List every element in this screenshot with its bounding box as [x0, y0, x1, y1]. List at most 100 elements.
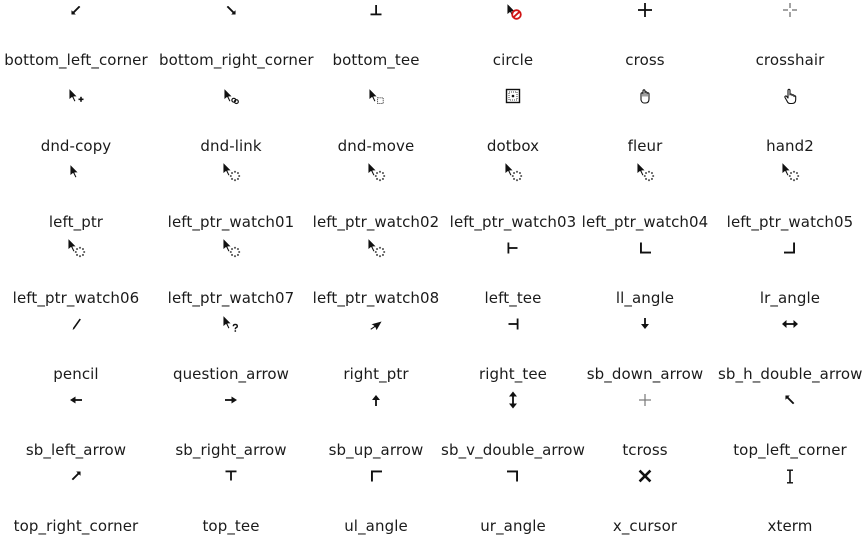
- x-cursor-icon: [633, 464, 657, 488]
- cursor-name-label: top_right_corner: [13, 517, 139, 535]
- cursor-tile: dnd-copy: [4, 84, 148, 160]
- cursor-name-label: dnd-link: [200, 137, 262, 155]
- cursor-tile: top_tee: [159, 464, 303, 540]
- cursor-tile: x_cursor: [573, 464, 717, 540]
- cursor-tile: hand2: [718, 84, 862, 160]
- cursor-tile: circle: [441, 0, 585, 74]
- cross-cursor-icon: [633, 0, 657, 22]
- cursor-tile: left_ptr_watch02: [304, 160, 448, 236]
- cursor-name-label: left_ptr_watch05: [726, 213, 854, 231]
- sb-v-double-arrow-cursor-icon: [501, 388, 525, 412]
- dotbox-cursor-icon: [501, 84, 525, 108]
- cursor-tile: crosshair: [718, 0, 862, 74]
- cursor-name-label: left_ptr_watch02: [312, 213, 440, 231]
- cursor-name-label: top_left_corner: [733, 441, 847, 459]
- cursor-name-label: left_ptr_watch06: [12, 289, 140, 307]
- cursor-name-label: left_ptr_watch04: [581, 213, 709, 231]
- cursor-tile: top_right_corner: [4, 464, 148, 540]
- sb-up-arrow-cursor-icon: [364, 388, 388, 412]
- cursor-tile: left_tee: [441, 236, 585, 312]
- cursor-name-label: bottom_tee: [332, 51, 420, 69]
- cursor-tile: question_arrow: [159, 312, 303, 388]
- cursor-name-label: lr_angle: [759, 289, 821, 307]
- cursor-tile: sb_up_arrow: [304, 388, 448, 464]
- lr-angle-cursor-icon: [778, 236, 802, 260]
- cursor-name-label: ul_angle: [344, 517, 408, 535]
- sb-h-double-arrow-cursor-icon: [778, 312, 802, 336]
- cursor-name-label: crosshair: [755, 51, 825, 69]
- cursor-tile: sb_right_arrow: [159, 388, 303, 464]
- sb-down-arrow-cursor-icon: [633, 312, 657, 336]
- cursor-name-label: top_tee: [202, 517, 260, 535]
- cursor-tile: left_ptr_watch01: [159, 160, 303, 236]
- cursor-name-label: sb_down_arrow: [586, 365, 704, 383]
- cursor-tile: left_ptr_watch07: [159, 236, 303, 312]
- cursor-name-label: question_arrow: [172, 365, 290, 383]
- cursor-name-label: fleur: [627, 137, 663, 155]
- cursor-tile: left_ptr_watch04: [573, 160, 717, 236]
- cursor-tile: dnd-link: [159, 84, 303, 160]
- left-ptr-watch-cursor-icon: [219, 236, 243, 260]
- top-tee-cursor-icon: [219, 464, 243, 488]
- left-ptr-cursor-icon: [64, 160, 88, 184]
- cursor-name-label: left_tee: [484, 289, 542, 307]
- top-left-corner-cursor-icon: [778, 388, 802, 412]
- cursor-name-label: left_ptr_watch01: [167, 213, 295, 231]
- crosshair-cursor-icon: [778, 0, 802, 22]
- cursor-name-label: bottom_left_corner: [4, 51, 148, 69]
- right-ptr-cursor-icon: [364, 312, 388, 336]
- top-right-corner-cursor-icon: [64, 464, 88, 488]
- cursor-name-label: sb_up_arrow: [328, 441, 424, 459]
- cursor-tile: pencil: [4, 312, 148, 388]
- cursor-name-label: tcross: [622, 441, 668, 459]
- fleur-hand-cursor-icon: [633, 84, 657, 108]
- cursor-name-label: sb_h_double_arrow: [718, 365, 863, 383]
- cursor-tile: bottom_tee: [304, 0, 448, 74]
- cursor-name-label: left_ptr_watch03: [449, 213, 577, 231]
- left-ptr-watch-cursor-icon: [64, 236, 88, 260]
- cursor-tile: lr_angle: [718, 236, 862, 312]
- cursor-name-label: hand2: [766, 137, 814, 155]
- cursor-tile: sb_down_arrow: [573, 312, 717, 388]
- cursor-tile: left_ptr_watch06: [4, 236, 148, 312]
- cursor-name-label: left_ptr_watch07: [167, 289, 295, 307]
- cursor-tile: fleur: [573, 84, 717, 160]
- cursor-tile: dotbox: [441, 84, 585, 160]
- cursor-tile: left_ptr: [4, 160, 148, 236]
- cursor-tile: cross: [573, 0, 717, 74]
- bottom-tee-cursor-icon: [364, 0, 388, 22]
- cursor-name-label: left_ptr: [48, 213, 104, 231]
- question-arrow-cursor-icon: [219, 312, 243, 336]
- cursor-tile: bottom_right_corner: [159, 0, 314, 74]
- cursor-name-label: left_ptr_watch08: [312, 289, 440, 307]
- cursor-tile: left_ptr_watch05: [718, 160, 862, 236]
- cursor-tile: bottom_left_corner: [4, 0, 148, 74]
- left-ptr-watch-cursor-icon: [364, 236, 388, 260]
- bottom-right-corner-cursor-icon: [219, 0, 243, 22]
- cursor-tile: dnd-move: [304, 84, 448, 160]
- cursor-name-label: dotbox: [486, 137, 540, 155]
- cursor-tile: ul_angle: [304, 464, 448, 540]
- cursor-tile: sb_left_arrow: [4, 388, 148, 464]
- cursor-tile: sb_v_double_arrow: [441, 388, 585, 464]
- ul-angle-cursor-icon: [364, 464, 388, 488]
- right-tee-cursor-icon: [501, 312, 525, 336]
- cursor-tile: left_ptr_watch08: [304, 236, 448, 312]
- left-ptr-watch-cursor-icon: [633, 160, 657, 184]
- cursor-tile: ur_angle: [441, 464, 585, 540]
- cursor-name-label: sb_v_double_arrow: [441, 441, 585, 459]
- left-ptr-watch-cursor-icon: [364, 160, 388, 184]
- xterm-cursor-icon: [778, 464, 802, 488]
- cursor-tile: top_left_corner: [718, 388, 862, 464]
- bottom-left-corner-cursor-icon: [64, 0, 88, 22]
- cursor-name-label: sb_right_arrow: [175, 441, 287, 459]
- cursor-name-label: circle: [492, 51, 534, 69]
- sb-left-arrow-cursor-icon: [64, 388, 88, 412]
- cursor-name-label: ll_angle: [615, 289, 675, 307]
- dnd-move-cursor-icon: [364, 84, 388, 108]
- left-ptr-watch-cursor-icon: [219, 160, 243, 184]
- circle-forbidden-cursor-icon: [501, 0, 525, 22]
- cursor-name-label: bottom_right_corner: [159, 51, 314, 69]
- left-ptr-watch-cursor-icon: [501, 160, 525, 184]
